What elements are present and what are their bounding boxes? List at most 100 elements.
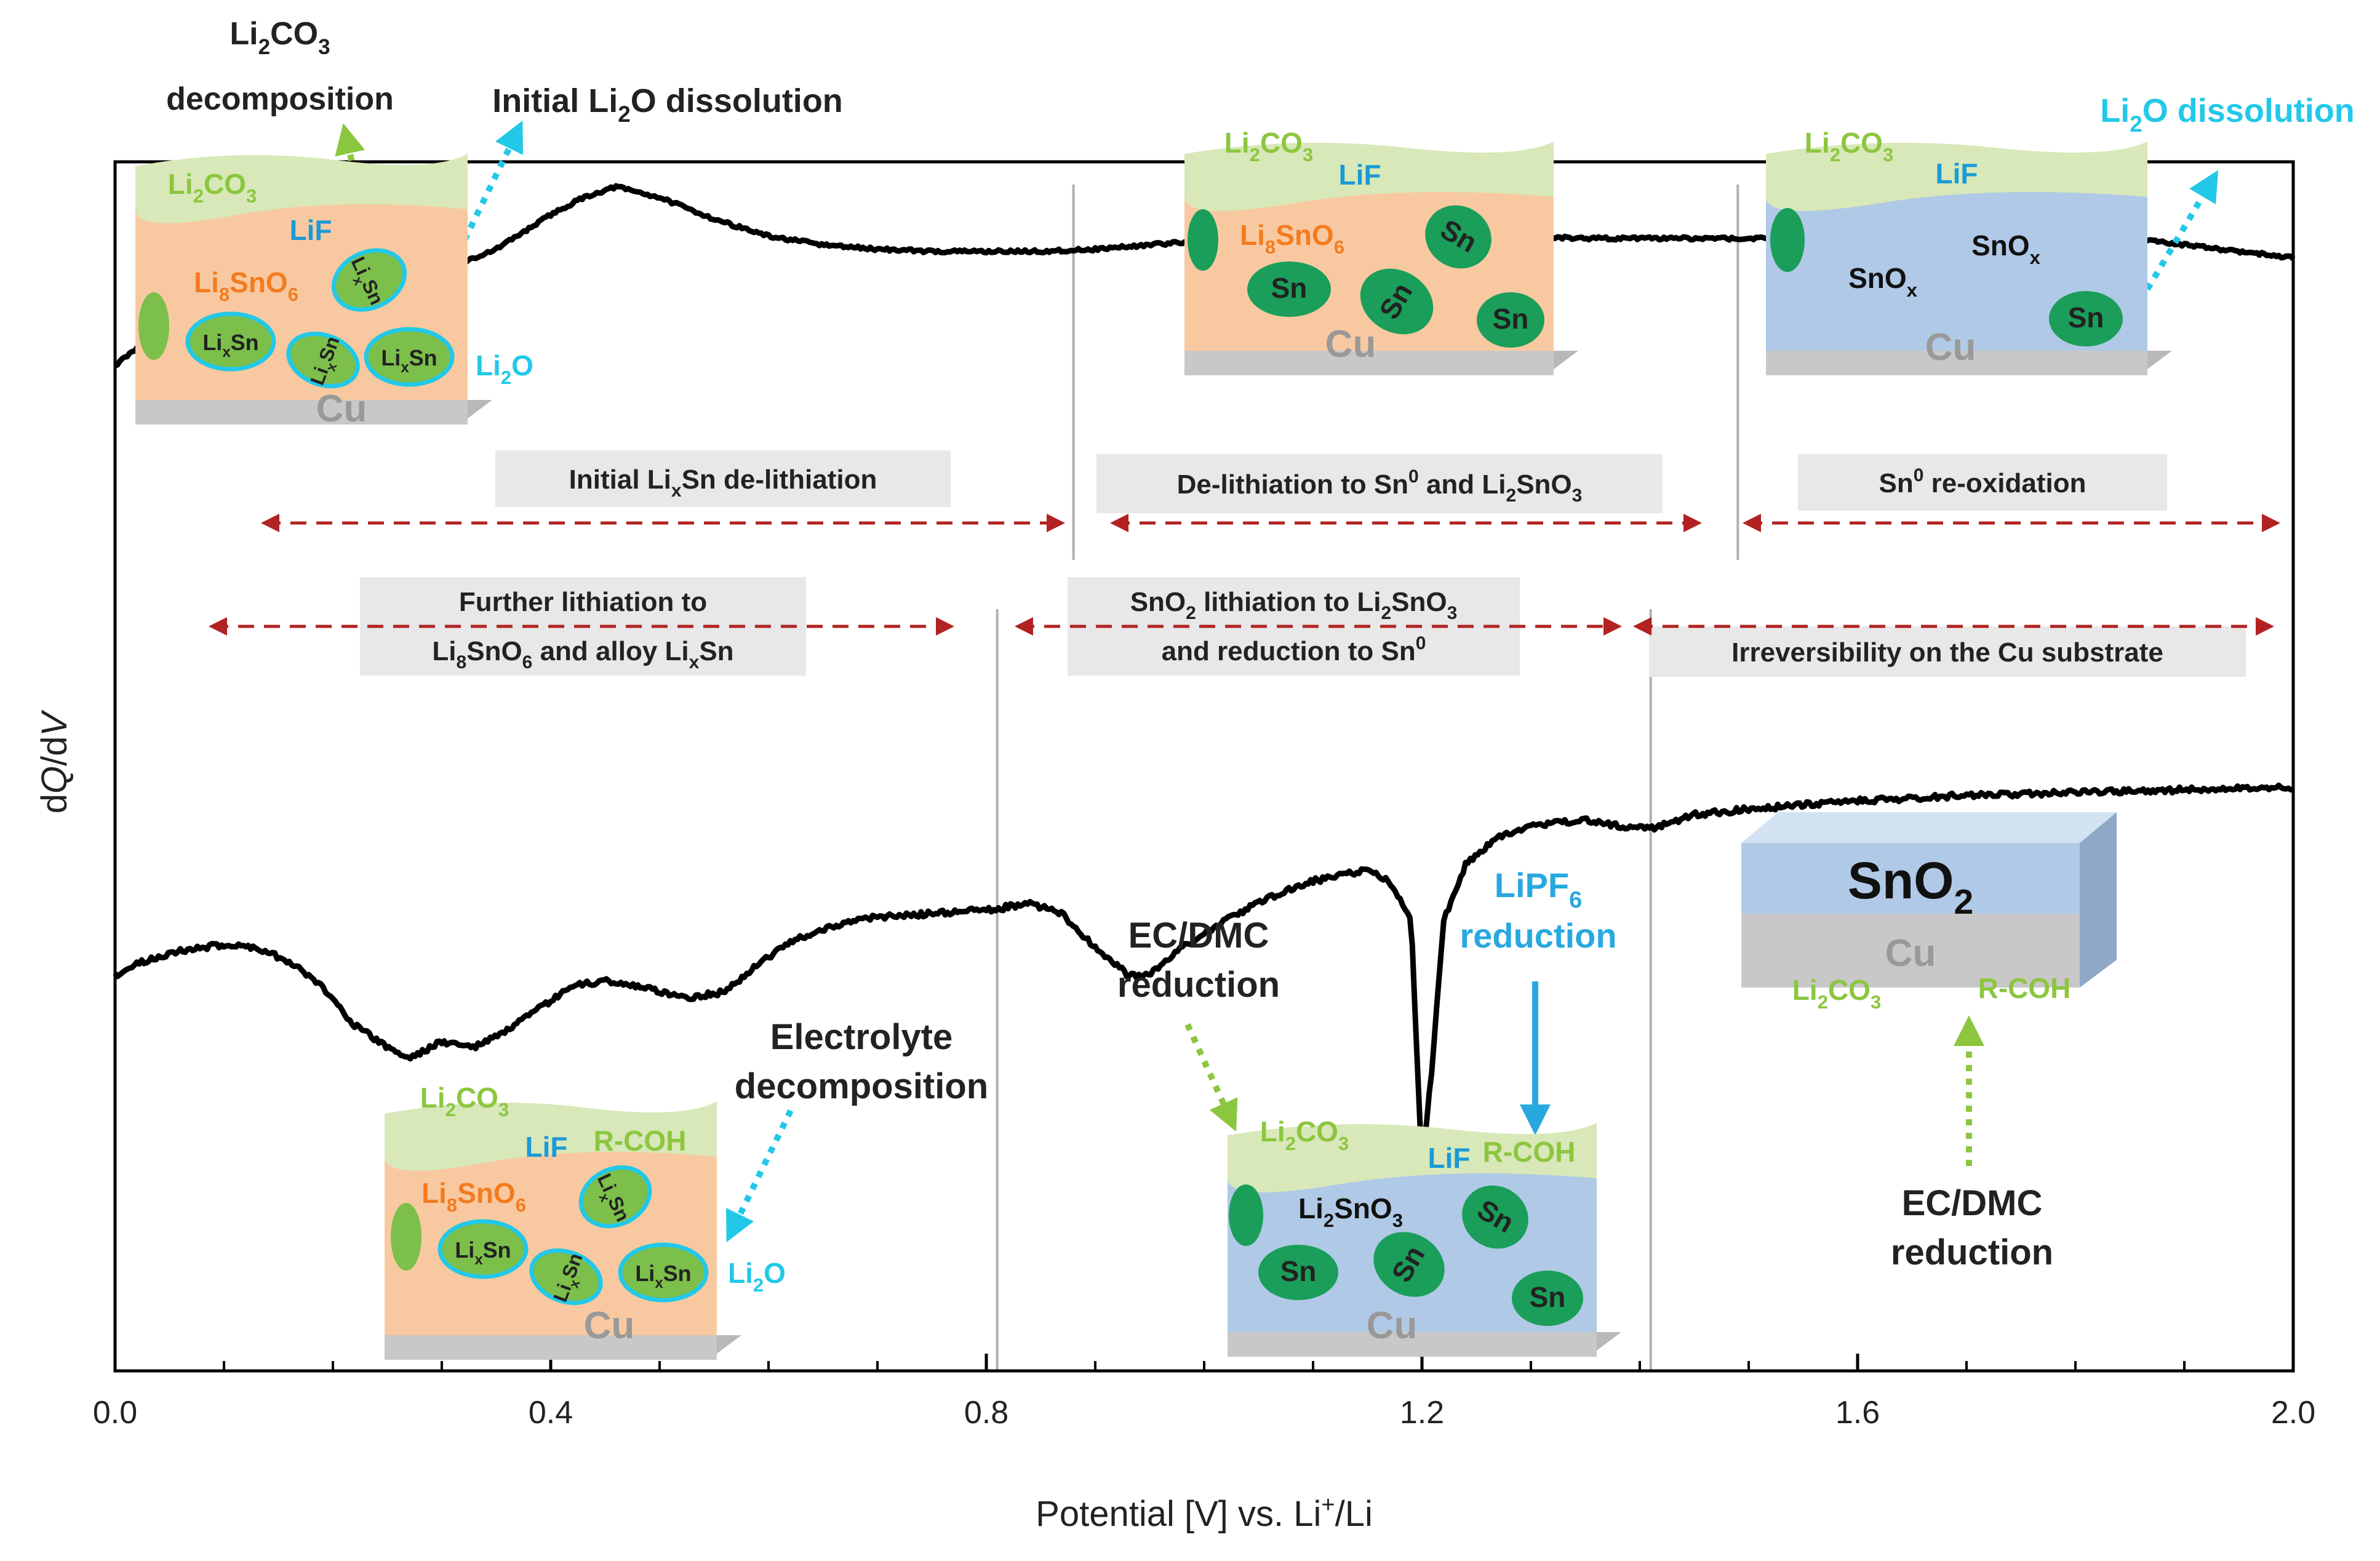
s1-li2co3: Li2CO3 — [168, 168, 257, 207]
s6-top-face — [1741, 812, 2117, 843]
s4-lif: LiF — [525, 1131, 568, 1163]
x-tick-label-4: 1.6 — [1835, 1395, 1880, 1431]
delith-region-label-0: Initial LixSn de-lithiation — [569, 465, 877, 501]
schematic-mid-delith-top — [1184, 142, 1554, 211]
ec-dmc-reduction-label-1: EC/DMC — [1128, 916, 1269, 956]
s1-lixsn-d-label: LixSn — [381, 345, 437, 376]
y-axis-label: dQ/dV — [34, 709, 74, 813]
schematic-initial-delith-top — [135, 154, 468, 223]
lith-region-label-2: Irreversibility on the Cu substrate — [1731, 637, 2163, 668]
s1-particle — [138, 292, 169, 360]
schematic-ecdmc-base — [1228, 1332, 1597, 1357]
delith-region-box-2 — [1798, 454, 2167, 511]
s2-sn-a — [1425, 205, 1491, 269]
s3-lif: LiF — [1936, 158, 1978, 190]
s2-sn-d-label: Sn — [1493, 303, 1529, 335]
ec-dmc-reduction-label-b-1: EC/DMC — [1902, 1183, 2043, 1223]
s2-lif: LiF — [1339, 159, 1381, 191]
s3-particle — [1770, 208, 1805, 272]
s2-sn-c — [1360, 268, 1434, 335]
s5-sn-a — [1462, 1185, 1528, 1249]
schematic-ecdmc-top — [1228, 1123, 1597, 1192]
s3-snox-a: SnOx — [1848, 262, 1918, 301]
s4-cu: Cu — [584, 1304, 635, 1347]
s3-li2co3: Li2CO3 — [1805, 127, 1893, 166]
s6-side-face — [2080, 812, 2117, 988]
li2o-dissolution-arrow — [2144, 170, 2219, 291]
s6-sno2-layer — [1741, 843, 2080, 914]
lith-region-label-1-line1: SnO2 lithiation to Li2SnO3 — [1130, 587, 1458, 623]
ec-dmc-reduction-label-b-2: reduction — [1891, 1232, 2053, 1272]
s4-lixsn-c — [529, 1248, 603, 1306]
li2co3-decomposition-label-2: decomposition — [166, 81, 394, 117]
s1-li8sno6: Li8SnO6 — [194, 266, 298, 305]
s2-li2co3: Li2CO3 — [1224, 127, 1313, 166]
lithiation-curve — [113, 782, 2294, 1172]
li2co3-decomposition-label-1: Li2CO3 — [230, 16, 330, 59]
s5-particle — [1229, 1184, 1263, 1246]
delith-region-box-0 — [495, 450, 951, 507]
schematic-initial-delith-base — [135, 400, 468, 425]
electrolyte-decomposition-label-2: decomposition — [735, 1066, 988, 1106]
s5-sn-b-label: Sn — [1280, 1255, 1317, 1287]
s3-snox-b: SnOx — [1971, 230, 2041, 268]
s2-sn-d — [1477, 292, 1544, 348]
s1-lixsn-a — [185, 311, 276, 372]
s2-sn-b-label: Sn — [1271, 272, 1308, 304]
x-tick-label-2: 0.8 — [964, 1395, 1008, 1431]
s4-particle — [391, 1203, 421, 1271]
s3-sn-label: Sn — [2068, 301, 2104, 333]
s2-cu: Cu — [1325, 323, 1376, 365]
s5-rcoh: R-COH — [1483, 1136, 1576, 1168]
s1-lixsn-d — [364, 327, 455, 387]
s4-lixsn-a — [437, 1219, 529, 1279]
delith-region-label-2: Sn0 re-oxidation — [1879, 465, 2086, 498]
s6-li2co3: Li2CO3 — [1792, 974, 1881, 1013]
s1-li2o: Li2O — [476, 349, 533, 388]
s4-li2o: Li2O — [728, 1257, 786, 1296]
s5-sn-d-label: Sn — [1530, 1281, 1566, 1313]
lith-region-label-0-line2: Li8SnO6 and alloy LixSn — [432, 636, 733, 673]
li2o-dissolution-label: Li2O dissolution — [2100, 92, 2355, 137]
lith-region-label-1-line2: and reduction to Sn0 — [1162, 633, 1426, 666]
s3-sn — [2049, 291, 2123, 346]
schematic-reox-mid — [1766, 166, 2147, 351]
delith-region-box-1 — [1096, 454, 1663, 513]
schematic-reox-top — [1766, 142, 2147, 211]
delith-region-label-1: De-lithiation to Sn0 and Li2SnO3 — [1177, 466, 1583, 506]
s5-sn-c — [1373, 1232, 1445, 1297]
s6-cu-layer — [1741, 914, 2080, 988]
s5-cu: Cu — [1367, 1304, 1418, 1347]
s5-li2sno3: Li2SnO3 — [1298, 1192, 1403, 1231]
x-tick-label-3: 1.2 — [1400, 1395, 1444, 1431]
s6-cu: Cu — [1885, 932, 1936, 975]
x-tick-label-5: 2.0 — [2271, 1395, 2315, 1431]
initial-li2o-arrow — [461, 121, 523, 242]
s5-li2co3: Li2CO3 — [1260, 1116, 1349, 1154]
lipf6-reduction-label-1: LiPF6 — [1495, 866, 1582, 913]
s5-sn-b — [1258, 1245, 1338, 1300]
s6-rcoh: R-COH — [1978, 972, 2071, 1004]
s4-lixsn-d — [618, 1242, 709, 1303]
schematic-reox: Li2CO3 LiF SnOx SnOx Sn Cu — [1766, 127, 2172, 375]
ec-dmc-reduction-label-2: reduction — [1117, 965, 1280, 1005]
electrolyte-decomp-arrow — [726, 1109, 794, 1242]
s3-cu: Cu — [1925, 326, 1976, 369]
x-axis-label: Potential [V] vs. Li+/Li — [1036, 1492, 1373, 1534]
schematic-electrolyte-top — [385, 1101, 717, 1171]
schematic-electrolyte-base — [385, 1335, 717, 1360]
s1-lixsn-b — [331, 248, 407, 312]
s4-li2co3: Li2CO3 — [420, 1082, 509, 1120]
s4-lixsn-d-label: LixSn — [635, 1261, 691, 1292]
s4-rcoh: R-COH — [594, 1125, 687, 1157]
ec-dmc-arrow — [1184, 1023, 1238, 1132]
schematic-reox-base — [1766, 351, 2147, 375]
initial-li2o-dissolution-label: Initial Li2O dissolution — [492, 82, 843, 127]
schematic-mid-delith-base — [1184, 351, 1554, 375]
x-tick-label-1: 0.4 — [529, 1395, 573, 1431]
